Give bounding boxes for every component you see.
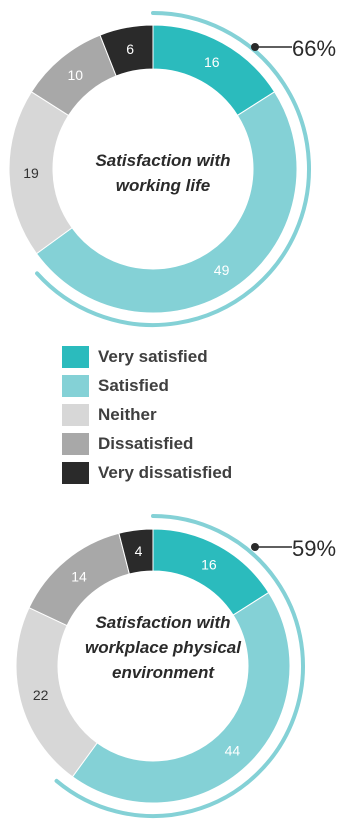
legend-label: Neither: [98, 404, 157, 424]
chart-title-line-3: environment: [112, 663, 215, 682]
slice-value-label-dissatisfied: 14: [71, 569, 87, 585]
pointer-dot: [251, 543, 259, 551]
slices: 16 44 22 14 4: [15, 528, 291, 804]
legend-item-very-dissatisfied: Very dissatisfied: [62, 458, 232, 487]
donut-chart-workplace-environment: 16 44 22 14 4 59% Satisfaction with workplac…: [15, 514, 336, 818]
donut-chart-working-life: 16 49 19 10 6 66% Satisfaction with working …: [8, 11, 336, 327]
legend-label: Dissatisfied: [98, 433, 194, 453]
legend-label: Very satisfied: [98, 346, 208, 366]
slice-value-label-neither: 22: [33, 687, 49, 703]
chart-title-line-1: Satisfaction with: [95, 151, 230, 170]
slice-satisfied: [71, 591, 291, 804]
slice-value-label-satisfied: 44: [225, 743, 241, 759]
highlight-percentage: 59%: [292, 536, 336, 561]
pointer-dot: [251, 43, 259, 51]
highlight-percentage: 66%: [292, 36, 336, 61]
slice-very-dissatisfied: [99, 24, 154, 77]
slice-value-label-very-dissatisfied: 6: [126, 41, 134, 57]
chart-title-line-1: Satisfaction with: [95, 613, 230, 632]
slice-value-label-satisfied: 49: [214, 262, 230, 278]
legend-swatch: [62, 432, 89, 455]
slice-satisfied: [35, 91, 298, 314]
slice-value-label-very-satisfied: 16: [201, 556, 217, 572]
chart-title-line-2: workplace physical: [85, 638, 242, 657]
legend-label: Satisfied: [98, 375, 169, 395]
legend: Very satisfied Satisfied Neither Dissati…: [62, 342, 232, 487]
chart-title-line-2: working life: [116, 176, 210, 195]
slice-value-label-dissatisfied: 10: [67, 67, 83, 83]
legend-swatch: [62, 374, 89, 397]
slice-value-label-very-satisfied: 16: [204, 54, 220, 70]
slices: 16 49 19 10 6: [8, 24, 298, 314]
slice-value-label-very-dissatisfied: 4: [135, 543, 143, 559]
highlight-arc: [35, 11, 311, 327]
legend-item-very-satisfied: Very satisfied: [62, 342, 232, 371]
slice-neither: [15, 607, 98, 778]
slice-very-dissatisfied: [118, 528, 154, 575]
legend-item-neither: Neither: [62, 400, 232, 429]
legend-item-dissatisfied: Dissatisfied: [62, 429, 232, 458]
legend-swatch: [62, 461, 89, 484]
slice-value-label-neither: 19: [23, 165, 39, 181]
legend-swatch: [62, 345, 89, 368]
slice-very-satisfied: [152, 24, 276, 117]
legend-item-satisfied: Satisfied: [62, 371, 232, 400]
legend-label: Very dissatisfied: [98, 462, 233, 482]
legend-swatch: [62, 403, 89, 426]
highlight-arc: [54, 514, 305, 818]
slice-neither: [8, 91, 73, 255]
